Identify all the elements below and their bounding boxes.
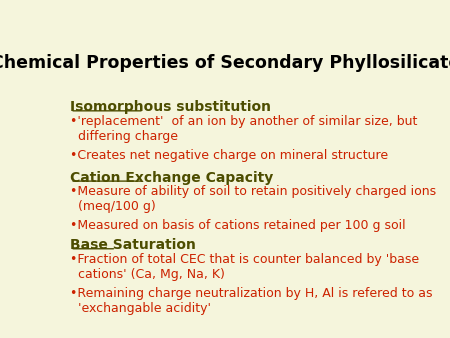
Text: Cation Exchange Capacity: Cation Exchange Capacity: [70, 171, 274, 185]
Text: •Remaining charge neutralization by H, Al is refered to as
  'exchangable acidit: •Remaining charge neutralization by H, A…: [70, 287, 433, 314]
Text: •'replacement'  of an ion by another of similar size, but
  differing charge: •'replacement' of an ion by another of s…: [70, 115, 418, 143]
Text: •Fraction of total CEC that is counter balanced by 'base
  cations' (Ca, Mg, Na,: •Fraction of total CEC that is counter b…: [70, 253, 419, 281]
Text: Base Saturation: Base Saturation: [70, 238, 196, 252]
Text: •Measured on basis of cations retained per 100 g soil: •Measured on basis of cations retained p…: [70, 219, 406, 232]
Text: •Measure of ability of soil to retain positively charged ions
  (meq/100 g): •Measure of ability of soil to retain po…: [70, 185, 436, 213]
Text: •Creates net negative charge on mineral structure: •Creates net negative charge on mineral …: [70, 149, 388, 162]
Text: Chemical Properties of Secondary Phyllosilicates: Chemical Properties of Secondary Phyllos…: [0, 54, 450, 72]
Text: Isomorphous substitution: Isomorphous substitution: [70, 100, 271, 115]
